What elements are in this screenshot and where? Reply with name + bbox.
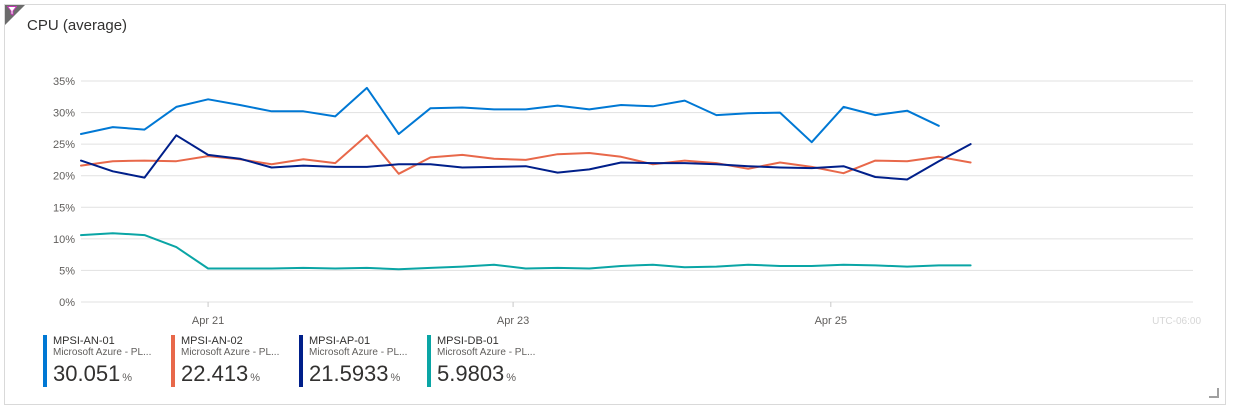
legend-item-mpsi-an-01[interactable]: MPSI-AN-01 Microsoft Azure - PL... 30.05… (43, 335, 171, 387)
value-number: 21.5933 (309, 361, 389, 386)
legend-series-source: Microsoft Azure - PL... (309, 347, 408, 358)
y-tick-label: 10% (53, 234, 75, 246)
legend-series-source: Microsoft Azure - PL... (53, 347, 152, 358)
legend-series-name: MPSI-AP-01 (309, 335, 371, 347)
y-tick-label: 0% (59, 297, 75, 309)
cpu-line-chart[interactable]: 35% 30% 25% 20% 15% 10% 5% 0% Apr 21 Apr 23 Apr 25… (5, 5, 1225, 335)
timezone-label: UTC-06:00 (1152, 316, 1201, 327)
value-unit: % (122, 372, 133, 384)
y-tick-label: 20% (53, 171, 75, 183)
legend-series-name: MPSI-DB-01 (437, 335, 499, 347)
x-tick-label: Apr 23 (497, 315, 529, 327)
value-number: 5.9803 (437, 361, 505, 386)
value-unit: % (250, 372, 261, 384)
series-line-mpsi-an-01 (80, 86, 940, 144)
series-line-mpsi-an-02 (80, 134, 972, 175)
legend-color-bar (43, 335, 47, 387)
filter-icon[interactable] (7, 6, 17, 16)
legend-item-mpsi-ap-01[interactable]: MPSI-AP-01 Microsoft Azure - PL... 21.59… (299, 335, 427, 387)
legend-color-bar (299, 335, 303, 387)
legend-series-value: 30.051% (53, 361, 171, 391)
y-tick-label: 15% (53, 202, 75, 214)
chart-tile[interactable]: CPU (average) 35% 30% 25% 20% 15% 10% 5% 0% Apr … (4, 4, 1226, 405)
legend-series-name: MPSI-AN-01 (53, 335, 115, 347)
legend-item-mpsi-db-01[interactable]: MPSI-DB-01 Microsoft Azure - PL... 5.980… (427, 335, 555, 387)
y-tick-label: 5% (59, 265, 75, 277)
legend-series-value: 22.413% (181, 361, 299, 391)
x-tick-label: Apr 25 (815, 315, 847, 327)
series-line-mpsi-db-01 (80, 232, 972, 271)
legend-series-source: Microsoft Azure - PL... (437, 347, 536, 358)
legend-series-name: MPSI-AN-02 (181, 335, 243, 347)
value-unit: % (390, 372, 401, 384)
legend: MPSI-AN-01 Microsoft Azure - PL... 30.05… (43, 335, 555, 387)
legend-item-mpsi-an-02[interactable]: MPSI-AN-02 Microsoft Azure - PL... 22.41… (171, 335, 299, 387)
legend-series-value: 5.9803% (437, 361, 555, 391)
x-tick-label: Apr 21 (192, 315, 224, 327)
legend-color-bar (427, 335, 431, 387)
y-tick-label: 30% (53, 108, 75, 120)
legend-series-source: Microsoft Azure - PL... (181, 347, 280, 358)
y-tick-label: 35% (53, 76, 75, 88)
value-unit: % (506, 372, 517, 384)
legend-color-bar (171, 335, 175, 387)
y-tick-label: 25% (53, 139, 75, 151)
value-number: 22.413 (181, 361, 249, 386)
resize-handle[interactable] (1209, 388, 1219, 398)
tile-title: CPU (average) (27, 17, 128, 34)
series-line-mpsi-ap-01 (80, 134, 972, 181)
legend-series-value: 21.5933% (309, 361, 427, 391)
value-number: 30.051 (53, 361, 121, 386)
